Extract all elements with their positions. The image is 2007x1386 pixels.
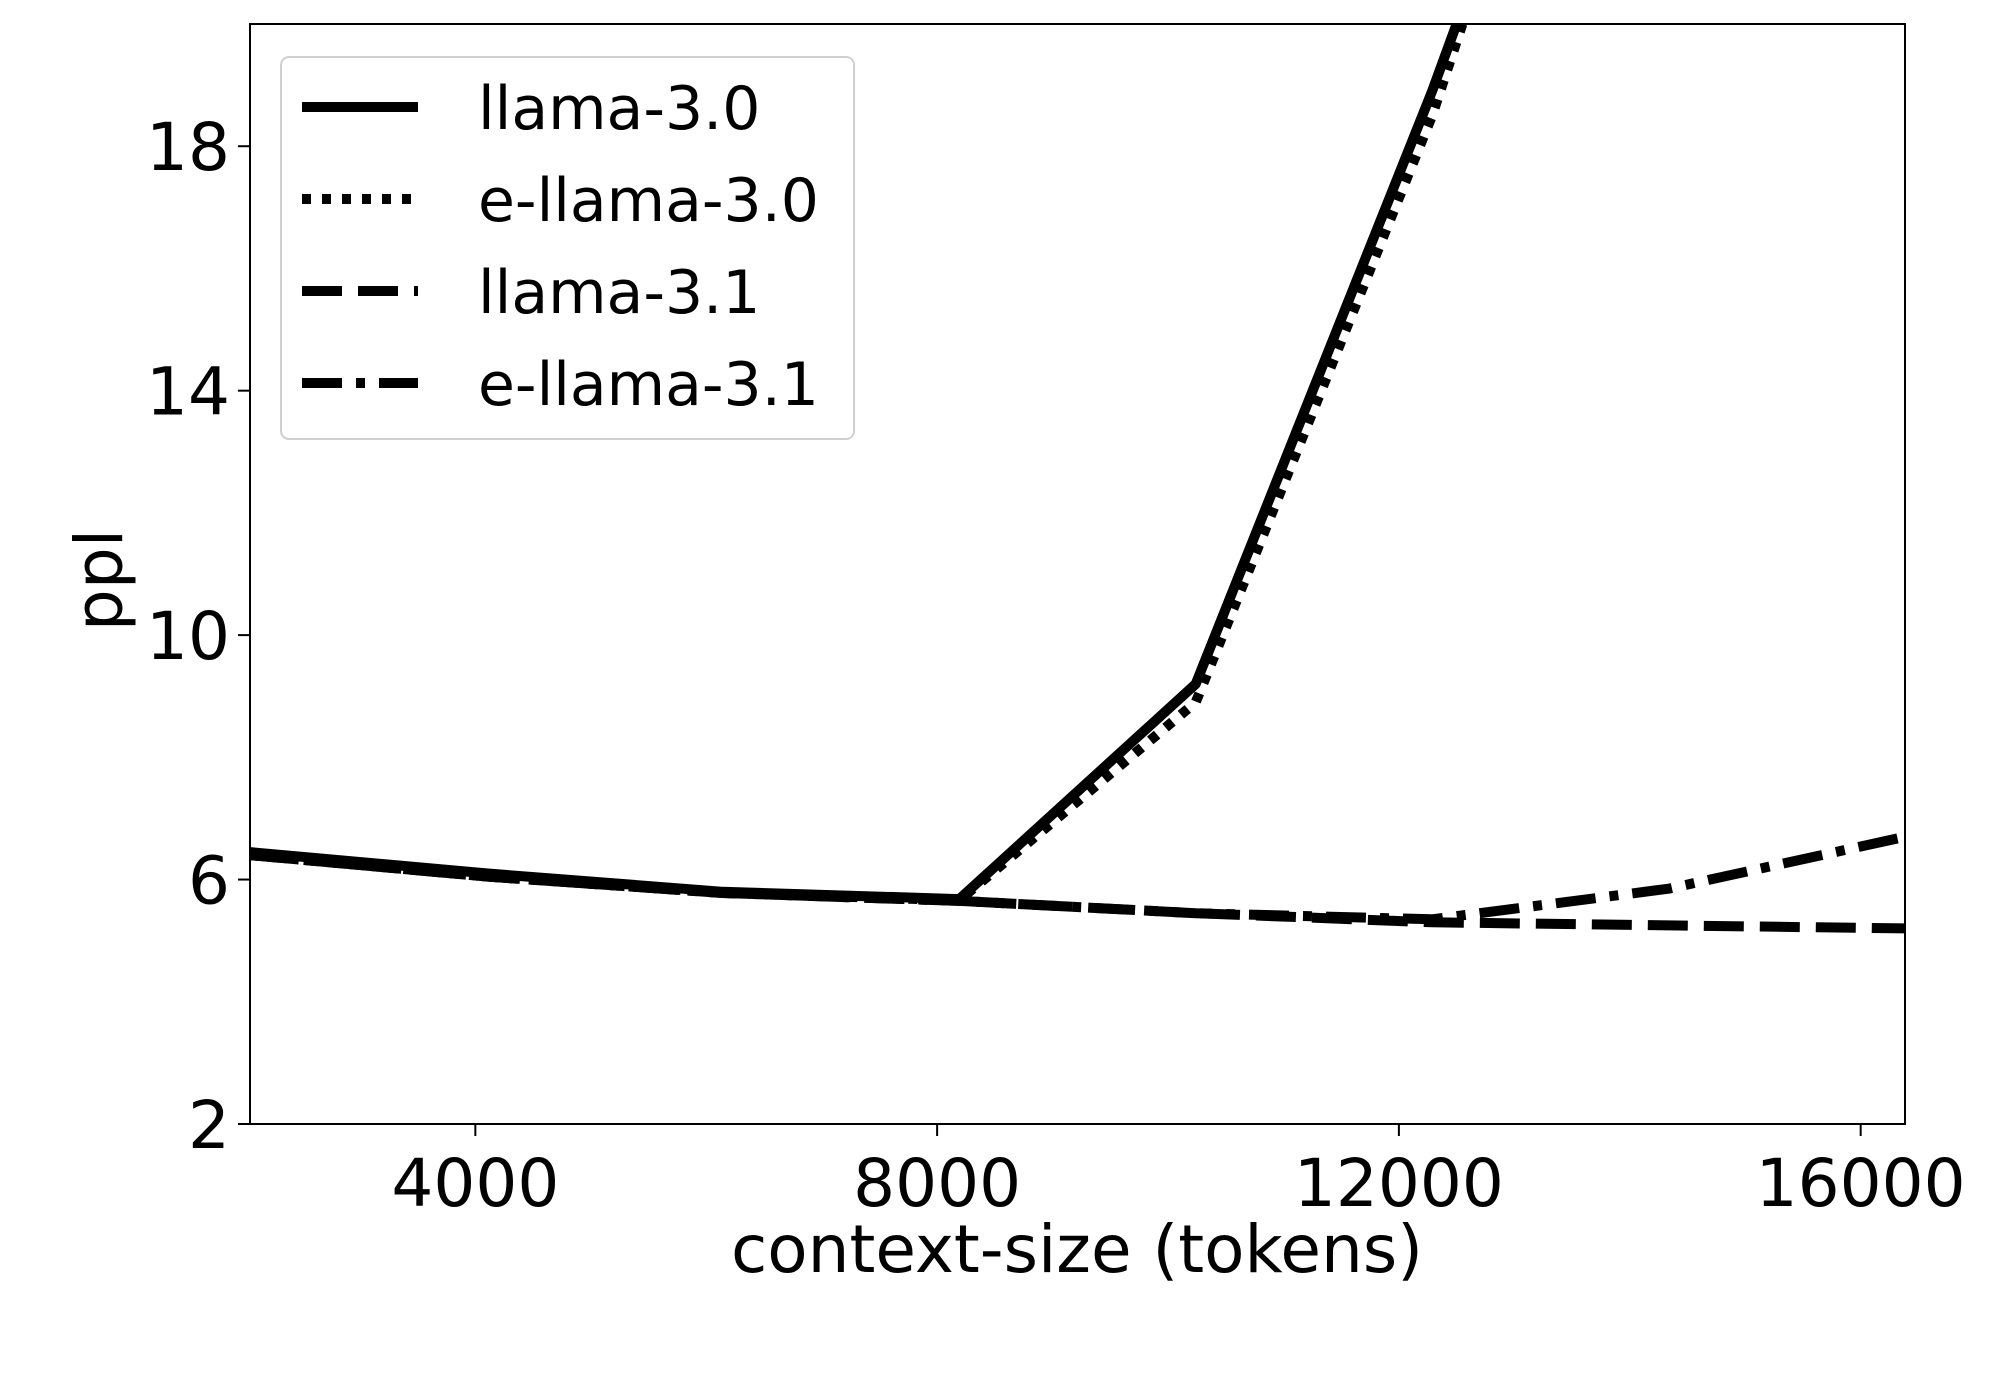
legend-label: e-llama-3.1 — [478, 350, 819, 420]
y-axis: 2 6 10 14 18 — [146, 109, 250, 1164]
legend-label: e-llama-3.0 — [478, 166, 819, 236]
x-tick-label: 8000 — [853, 1145, 1021, 1222]
legend-label: llama-3.0 — [478, 74, 760, 144]
y-tick-label: 14 — [146, 354, 230, 431]
y-axis-label: ppl — [61, 529, 138, 631]
y-tick-label: 2 — [188, 1087, 230, 1164]
series-layer — [250, 24, 1905, 934]
x-tick-label: 16000 — [1756, 1145, 1966, 1222]
y-tick-label: 18 — [146, 109, 230, 186]
plot-frame — [249, 23, 1906, 1125]
y-tick-label: 6 — [188, 843, 230, 920]
x-tick-label: 12000 — [1294, 1145, 1504, 1222]
legend-box — [280, 56, 855, 440]
series-line-llama-3.1 — [250, 850, 1905, 934]
legend: llama-3.0 e-llama-3.0 llama-3.1 e-llama-3.1 — [280, 56, 855, 440]
y-tick-label: 10 — [146, 598, 230, 675]
x-axis-label: context-size (tokens) — [731, 1211, 1423, 1288]
legend-label: llama-3.1 — [478, 258, 760, 328]
x-axis: 4000 8000 12000 16000 — [391, 1124, 1966, 1222]
x-tick-label: 4000 — [391, 1145, 559, 1222]
series-line-e-llama-3.1 — [250, 831, 1905, 925]
